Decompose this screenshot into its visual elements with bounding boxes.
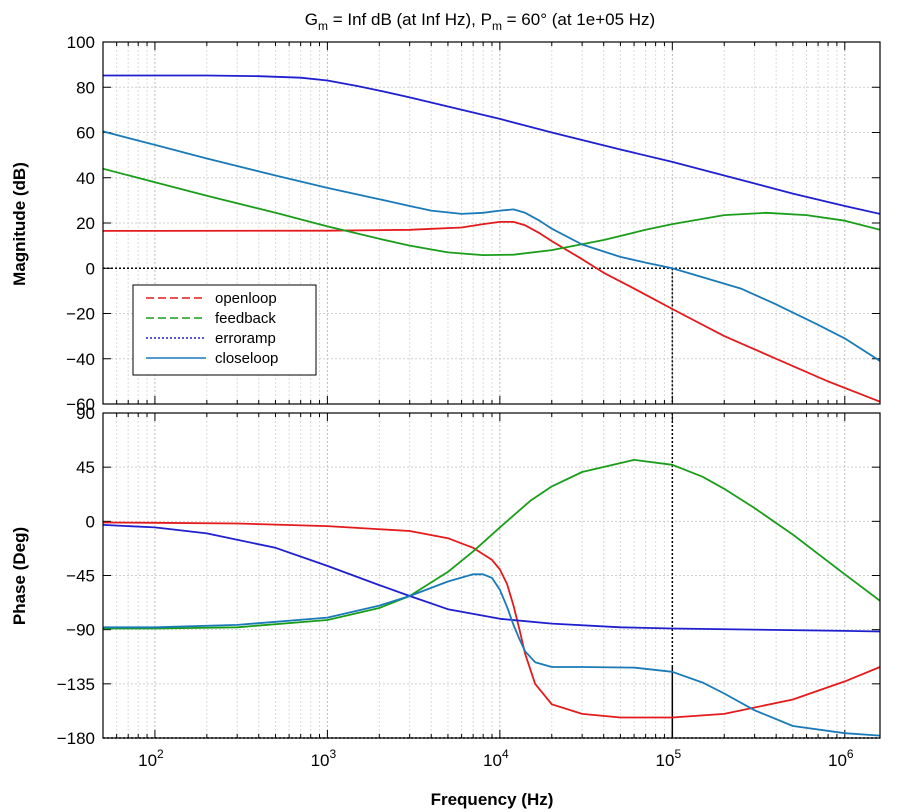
phase-panel: 90 45 0 −45 −90 −135 −180: [57, 404, 880, 748]
x-tick-label: 105: [656, 747, 682, 770]
y-tick-label: −45: [66, 567, 95, 586]
y-tick-label: −180: [57, 729, 95, 748]
y-tick-label: 0: [86, 259, 95, 278]
y-tick-label: 20: [76, 214, 95, 233]
y-tick-label: 100: [67, 33, 95, 52]
y-tick-label: −20: [66, 305, 95, 324]
x-tick-label: 103: [311, 747, 337, 770]
x-axis-label: Frequency (Hz): [431, 790, 554, 809]
legend-label-closeloop: closeloop: [215, 350, 278, 367]
x-axis-ticks: 102 103 104 105 106: [138, 747, 854, 770]
legend-label-erroramp: erroramp: [215, 330, 276, 347]
legend: openloop feedback erroramp closeloop: [133, 285, 316, 375]
y-tick-label: −90: [66, 621, 95, 640]
magnitude-axis-label: Magnitude (dB): [10, 162, 29, 286]
y-tick-label: 40: [76, 169, 95, 188]
x-tick-label: 102: [138, 747, 164, 770]
y-tick-label: 60: [76, 124, 95, 143]
chart-title: Gm = Inf dB (at Inf Hz), Pm = 60° (at 1e…: [305, 10, 655, 33]
y-tick-label: 90: [76, 404, 95, 423]
x-tick-label: 106: [828, 747, 854, 770]
y-tick-label: 80: [76, 78, 95, 97]
y-tick-label: −40: [66, 350, 95, 369]
legend-label-feedback: feedback: [215, 310, 276, 327]
phase-axis-label: Phase (Deg): [10, 527, 29, 625]
x-tick-label: 104: [483, 747, 509, 770]
series-erroramp-magnitude: [103, 76, 880, 214]
series-openloop-phase: [103, 523, 880, 718]
y-tick-label: −135: [57, 675, 95, 694]
y-tick-label: 0: [86, 512, 95, 531]
y-tick-label: 45: [76, 458, 95, 477]
legend-label-openloop: openloop: [215, 290, 277, 307]
